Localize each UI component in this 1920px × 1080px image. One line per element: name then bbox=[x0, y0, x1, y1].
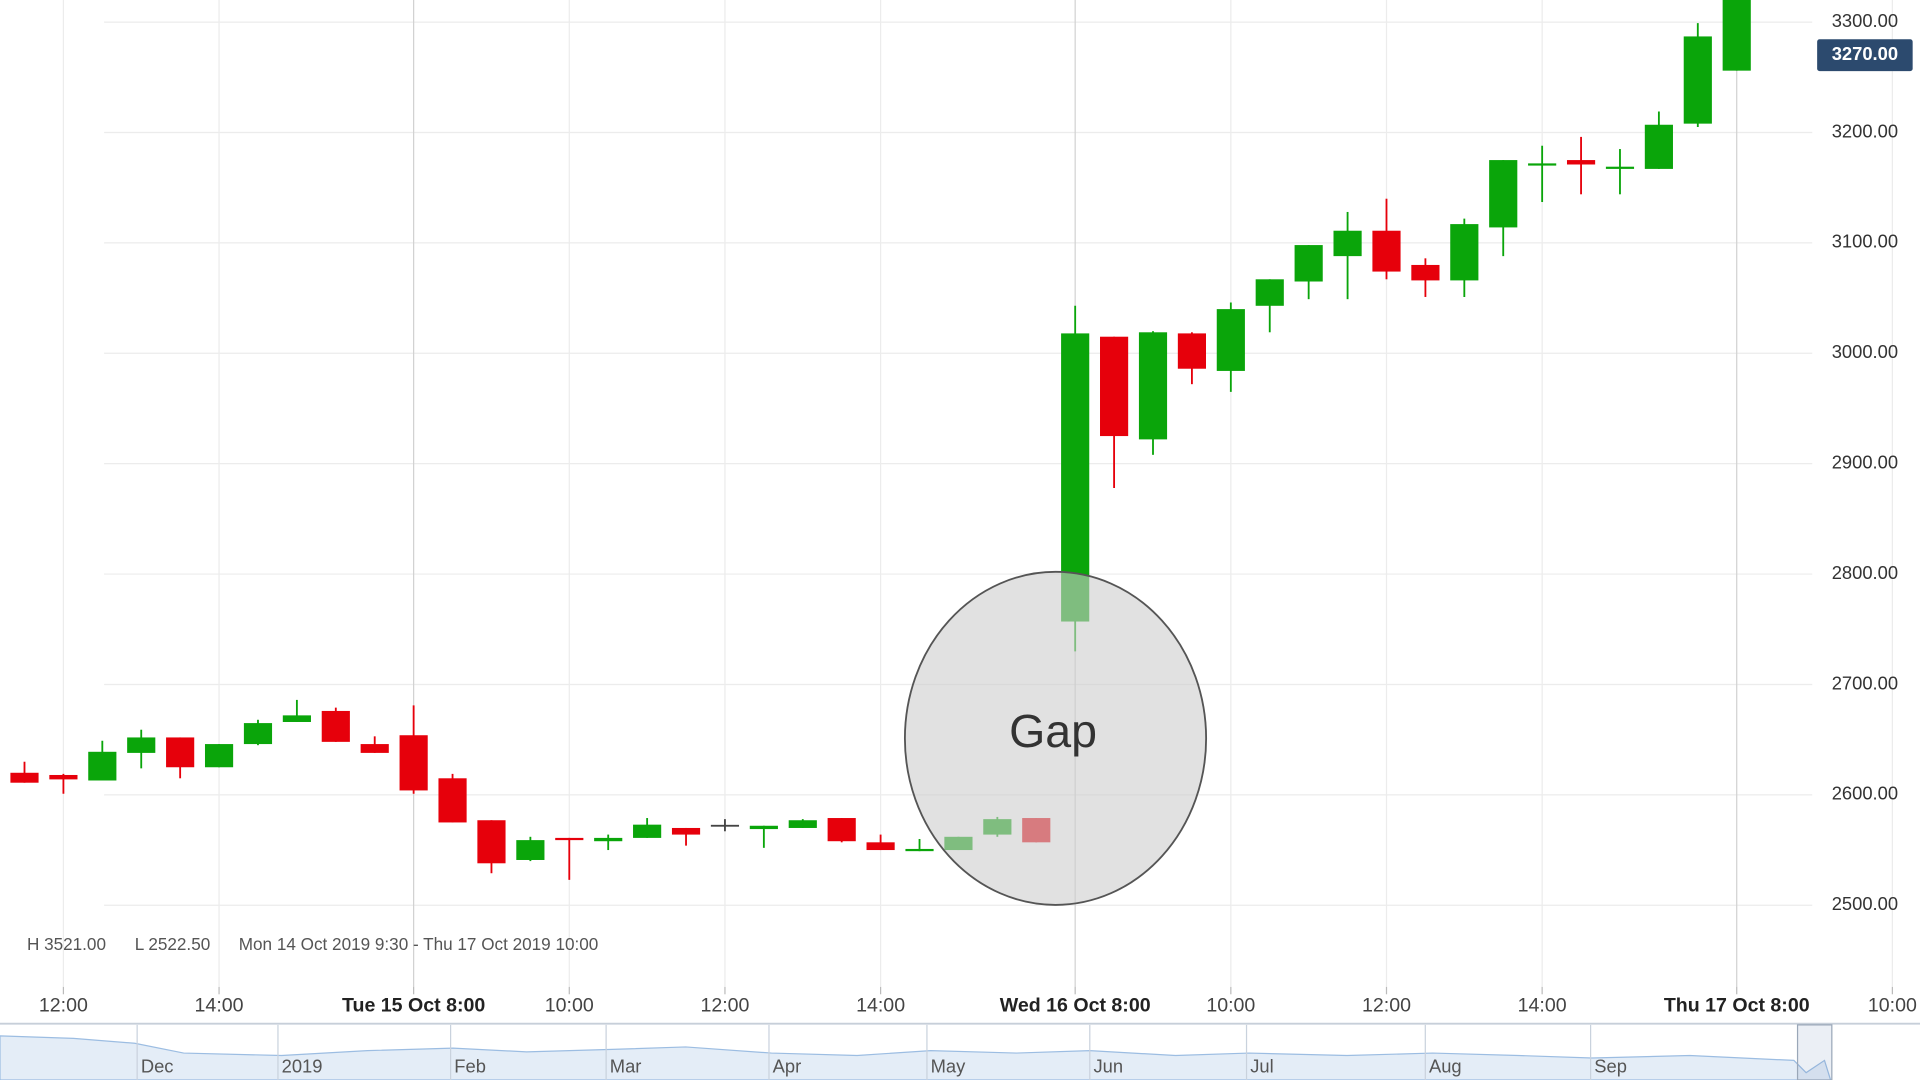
x-tick-label: Thu 17 Oct 8:00 bbox=[1664, 995, 1810, 1017]
candle-body bbox=[1411, 264, 1440, 281]
candle-body bbox=[10, 772, 39, 783]
overlay: Gap bbox=[903, 570, 1208, 906]
candle-body bbox=[360, 744, 389, 753]
y-tick-label: 3300.00 bbox=[1832, 10, 1898, 31]
last-price-box bbox=[1817, 39, 1913, 72]
x-tick-label: 10:00 bbox=[545, 995, 594, 1017]
info-text: Mon 14 Oct 2019 9:30 - Thu 17 Oct 2019 1… bbox=[239, 934, 599, 954]
navigator-window bbox=[1796, 1024, 1833, 1080]
navigator-label: Mar bbox=[610, 1056, 642, 1077]
candle-body bbox=[1566, 160, 1596, 165]
gap-circle bbox=[903, 570, 1208, 906]
axes: 2500.00 2600.00 2700.00 2800.00 2900.00 3000.… bbox=[27, 10, 1917, 1017]
candle-body bbox=[1255, 279, 1284, 306]
candle-body bbox=[1333, 230, 1362, 257]
candle-body bbox=[204, 744, 234, 768]
navigator-label: May bbox=[931, 1056, 967, 1077]
navigator-label: Dec bbox=[141, 1056, 174, 1077]
candle-body bbox=[633, 824, 662, 838]
candle-body bbox=[555, 837, 584, 841]
navigator-label: Jul bbox=[1250, 1056, 1273, 1077]
navigator-label: 2019 bbox=[282, 1056, 323, 1077]
y-tick-label: 2900.00 bbox=[1832, 452, 1898, 473]
candle-body bbox=[905, 848, 934, 852]
info-text: H 3521.00 bbox=[27, 934, 106, 954]
x-tick-label: 12:00 bbox=[1362, 995, 1411, 1017]
y-tick-label: 3000.00 bbox=[1832, 341, 1898, 362]
x-tick-label: 14:00 bbox=[1518, 995, 1567, 1017]
candle-body bbox=[1177, 333, 1206, 369]
candles bbox=[10, 0, 1751, 880]
y-tick-label: 3100.00 bbox=[1832, 231, 1898, 252]
y-tick-label: 2600.00 bbox=[1832, 783, 1898, 804]
candle-body bbox=[88, 751, 117, 781]
candle-body bbox=[710, 824, 740, 827]
x-tick-label: 10:00 bbox=[1868, 995, 1917, 1017]
candle-body bbox=[243, 723, 273, 745]
gap-annotation: Gap bbox=[1009, 705, 1097, 757]
navigator-label: Sep bbox=[1594, 1056, 1627, 1077]
candle-body bbox=[788, 820, 817, 828]
candle-body bbox=[594, 837, 623, 842]
navigator-label: Aug bbox=[1429, 1056, 1462, 1077]
x-tick-label: 14:00 bbox=[195, 995, 244, 1017]
navigator-label: Feb bbox=[454, 1056, 486, 1077]
x-tick-label: 10:00 bbox=[1206, 995, 1255, 1017]
candle-body bbox=[1722, 0, 1751, 71]
candle-body bbox=[1683, 36, 1712, 124]
candle-body bbox=[1216, 309, 1245, 371]
candle-body bbox=[749, 825, 778, 830]
candle-body bbox=[1138, 332, 1168, 440]
candle-body bbox=[321, 710, 350, 742]
candle-body bbox=[671, 827, 701, 835]
y-tick-label: 2800.00 bbox=[1832, 562, 1898, 583]
candle-body bbox=[1528, 163, 1557, 166]
candle-body bbox=[477, 820, 506, 864]
candle-body bbox=[1605, 166, 1635, 169]
navigator-label: Apr bbox=[773, 1056, 802, 1077]
candle-body bbox=[866, 842, 895, 851]
candle-body bbox=[1644, 124, 1673, 169]
candle-body bbox=[282, 715, 311, 722]
candle-body bbox=[1372, 230, 1401, 272]
candle-body bbox=[1450, 224, 1479, 281]
candle-body bbox=[827, 818, 856, 842]
y-tick-label: 3200.00 bbox=[1832, 120, 1898, 141]
y-tick-label: 2700.00 bbox=[1832, 672, 1898, 693]
candle-body bbox=[49, 774, 78, 780]
x-tick-label: Tue 15 Oct 8:00 bbox=[342, 995, 485, 1017]
x-tick-label: Wed 16 Oct 8:00 bbox=[1000, 995, 1151, 1017]
candle-body bbox=[127, 737, 156, 753]
x-tick-label: 14:00 bbox=[856, 995, 905, 1017]
info-text: L 2522.50 bbox=[135, 934, 211, 954]
candle-body bbox=[1489, 160, 1518, 228]
candle-body bbox=[1294, 245, 1323, 282]
x-tick-label: 12:00 bbox=[700, 995, 749, 1017]
candle-body bbox=[516, 840, 545, 860]
candle-body bbox=[438, 778, 467, 823]
last-price-label: 3270.00 bbox=[1832, 43, 1898, 64]
candle-body bbox=[399, 735, 428, 791]
candle-body bbox=[166, 737, 195, 768]
navigator-label: Jun bbox=[1093, 1056, 1123, 1077]
navigator-area bbox=[0, 1035, 1832, 1080]
candle-body bbox=[1100, 336, 1129, 437]
x-tick-label: 12:00 bbox=[39, 995, 88, 1017]
y-tick-label: 2500.00 bbox=[1832, 893, 1898, 914]
navigator: Dec 2019 Feb Mar Apr May Jun Jul Aug Sep bbox=[0, 1022, 1920, 1080]
